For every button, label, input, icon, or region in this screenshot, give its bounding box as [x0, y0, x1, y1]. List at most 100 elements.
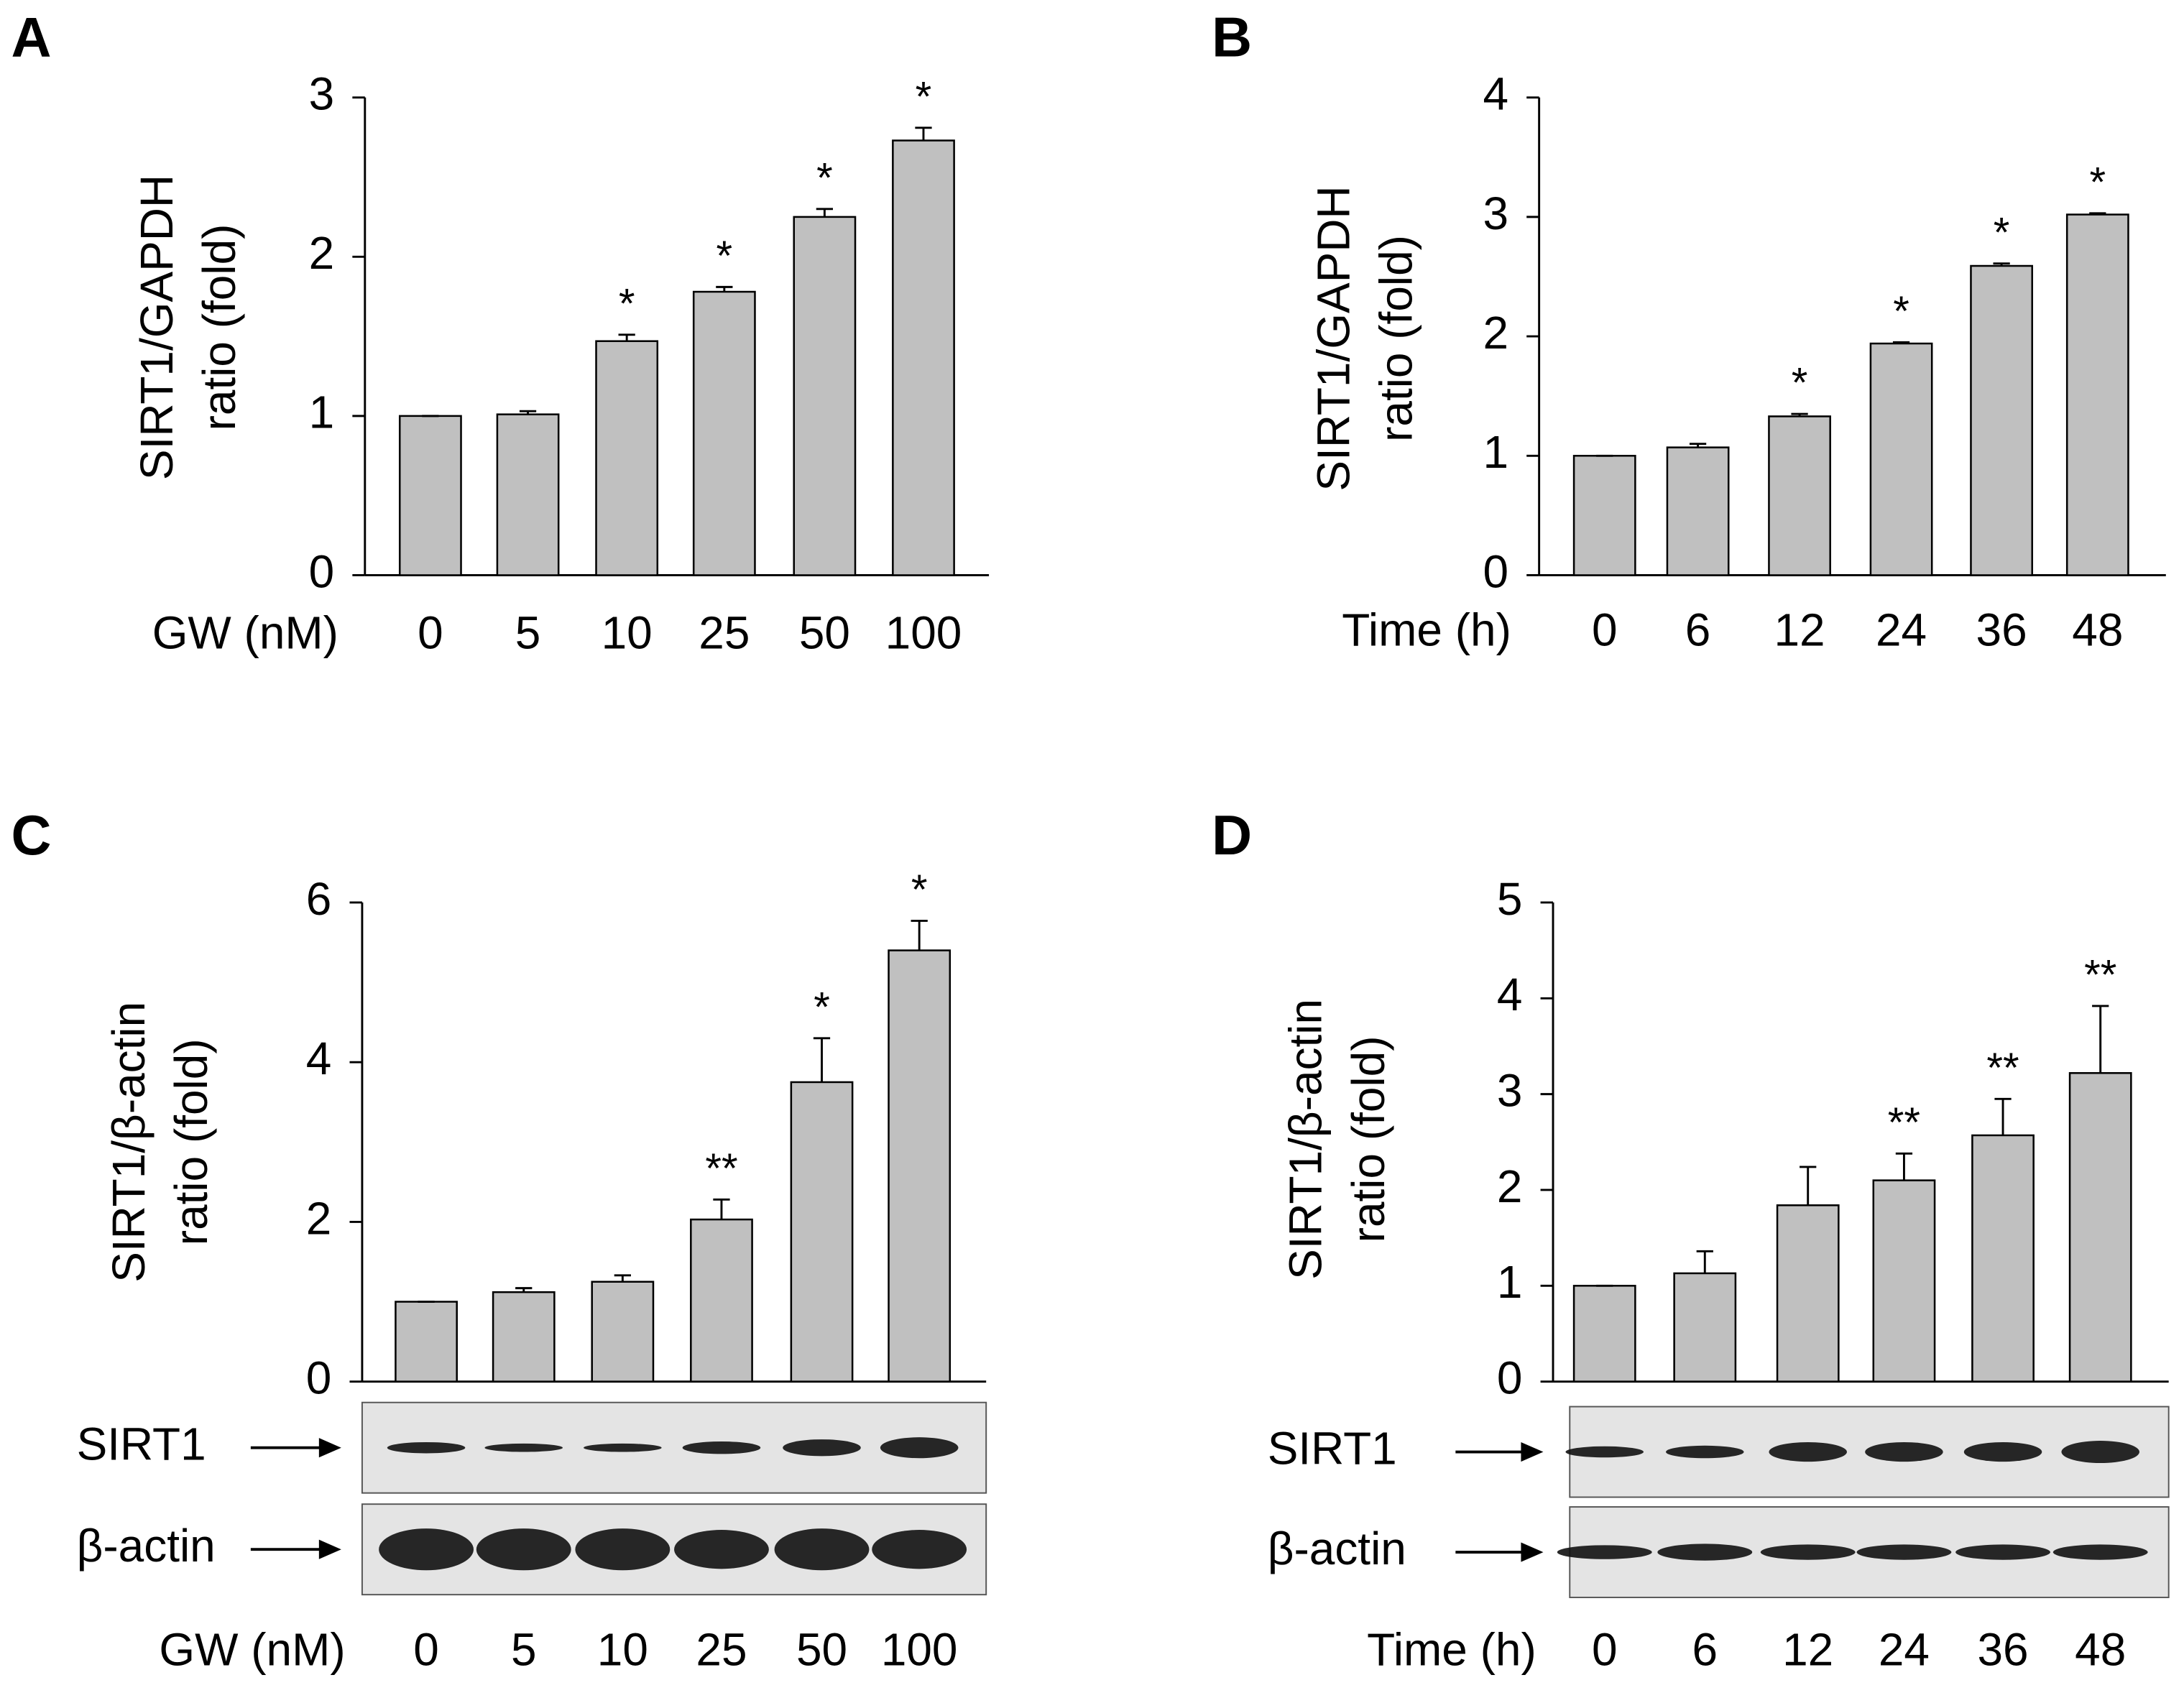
bar	[591, 1281, 655, 1383]
error-bar	[1791, 412, 1808, 417]
blot-band	[682, 1441, 761, 1454]
y-axis-label: SIRT1/GAPDH	[1308, 185, 1360, 491]
x-tick-label: 12	[1774, 604, 1825, 656]
x-tick-label: 6	[1692, 1623, 1718, 1675]
x-tick-label: 25	[699, 607, 750, 659]
blot-band	[387, 1441, 466, 1454]
blot-band	[379, 1528, 474, 1571]
significance-label: *	[1893, 288, 1909, 335]
bar	[1572, 1285, 1636, 1383]
arrow-head	[1521, 1542, 1544, 1562]
arrow-head	[1521, 1441, 1544, 1462]
blot-band	[1666, 1445, 1744, 1459]
error-bar	[2089, 212, 2106, 215]
blot-band	[476, 1528, 571, 1571]
blot-label: β-actin	[1268, 1523, 1406, 1574]
y-axis-label: SIRT1/β-actin	[103, 1002, 155, 1283]
bar	[1572, 455, 1636, 576]
arrow-head	[318, 1539, 341, 1559]
error-bar	[2092, 1005, 2109, 1074]
y-tick-label: 3	[1483, 188, 1508, 239]
error-bar	[1993, 262, 2010, 267]
panel-label: D	[1212, 805, 1252, 867]
blot-band	[584, 1443, 662, 1452]
blot-band	[1557, 1545, 1652, 1559]
y-tick-label: 2	[1483, 307, 1508, 359]
bar	[2065, 213, 2129, 576]
x-axis-label: Time (h)	[1367, 1623, 1536, 1675]
error-bar	[816, 208, 834, 217]
x-tick-label: 5	[515, 607, 541, 659]
bar	[790, 1081, 854, 1383]
bar	[690, 1218, 753, 1383]
x-tick-label: 25	[696, 1623, 747, 1675]
x-tick-label: 24	[1879, 1623, 1930, 1675]
x-tick-label: 0	[413, 1623, 439, 1675]
blot-band	[783, 1439, 861, 1457]
bar	[2068, 1072, 2132, 1383]
y-tick-label: 0	[1497, 1352, 1523, 1404]
significance-label: *	[1792, 360, 1808, 407]
y-tick-label: 2	[306, 1192, 332, 1244]
blot-band	[1657, 1544, 1753, 1561]
blot-band	[774, 1528, 870, 1571]
significance-label: *	[1994, 209, 2010, 256]
y-tick-label: 0	[309, 545, 335, 597]
y-tick-label: 1	[1497, 1256, 1523, 1308]
x-tick-label: 10	[597, 1623, 648, 1675]
error-bar	[614, 1274, 631, 1282]
blot-band	[1565, 1446, 1644, 1458]
y-tick-label: 3	[1497, 1065, 1523, 1117]
significance-label: *	[717, 233, 733, 280]
bar	[395, 1301, 458, 1383]
bar	[1666, 446, 1730, 576]
significance-label: *	[814, 984, 830, 1030]
bar	[892, 139, 955, 576]
blot-band	[674, 1530, 769, 1569]
bar	[1768, 415, 1831, 576]
error-bar	[519, 410, 537, 415]
x-tick-label: 12	[1782, 1623, 1833, 1675]
x-tick-label: 50	[799, 607, 850, 659]
x-tick-label: 24	[1876, 604, 1927, 656]
error-bar	[618, 333, 635, 341]
error-bar	[1895, 1152, 1913, 1181]
blot-band	[1963, 1441, 2042, 1462]
x-tick-label: 100	[885, 607, 962, 659]
bar	[1673, 1272, 1737, 1383]
blot-band	[880, 1437, 959, 1459]
error-bar	[713, 1198, 730, 1220]
x-tick-label: 36	[1977, 1623, 2028, 1675]
y-axis-label: SIRT1/β-actin	[1280, 999, 1332, 1280]
significance-label: *	[619, 280, 635, 327]
x-tick-label: 10	[602, 607, 653, 659]
bar	[1971, 1134, 2035, 1383]
x-tick-label: 50	[796, 1623, 847, 1675]
significance-label: **	[705, 1145, 737, 1192]
error-bar	[1800, 1166, 1817, 1206]
error-bar	[515, 1287, 533, 1293]
y-tick-label: 2	[1497, 1161, 1523, 1212]
blot-band	[1865, 1441, 1943, 1462]
significance-label: *	[911, 867, 928, 913]
blot-band	[2052, 1544, 2148, 1560]
bar	[1872, 1179, 1936, 1383]
panel-label: A	[11, 7, 52, 69]
blot-band	[872, 1530, 967, 1569]
error-bar	[1689, 443, 1707, 448]
y-axis-label: SIRT1/GAPDH	[131, 175, 183, 480]
bar	[398, 415, 462, 576]
x-tick-label: 100	[881, 1623, 958, 1675]
y-tick-label: 5	[1497, 873, 1523, 925]
error-bar	[1696, 1250, 1713, 1273]
x-axis-label: GW (nM)	[152, 607, 338, 659]
bar	[1869, 342, 1933, 576]
bar	[793, 216, 857, 576]
y-tick-label: 1	[1483, 426, 1508, 478]
blot-band	[575, 1528, 671, 1571]
significance-label: **	[1986, 1045, 2019, 1092]
bar	[1776, 1204, 1840, 1383]
significance-label: *	[816, 154, 833, 201]
error-bar	[915, 126, 932, 141]
